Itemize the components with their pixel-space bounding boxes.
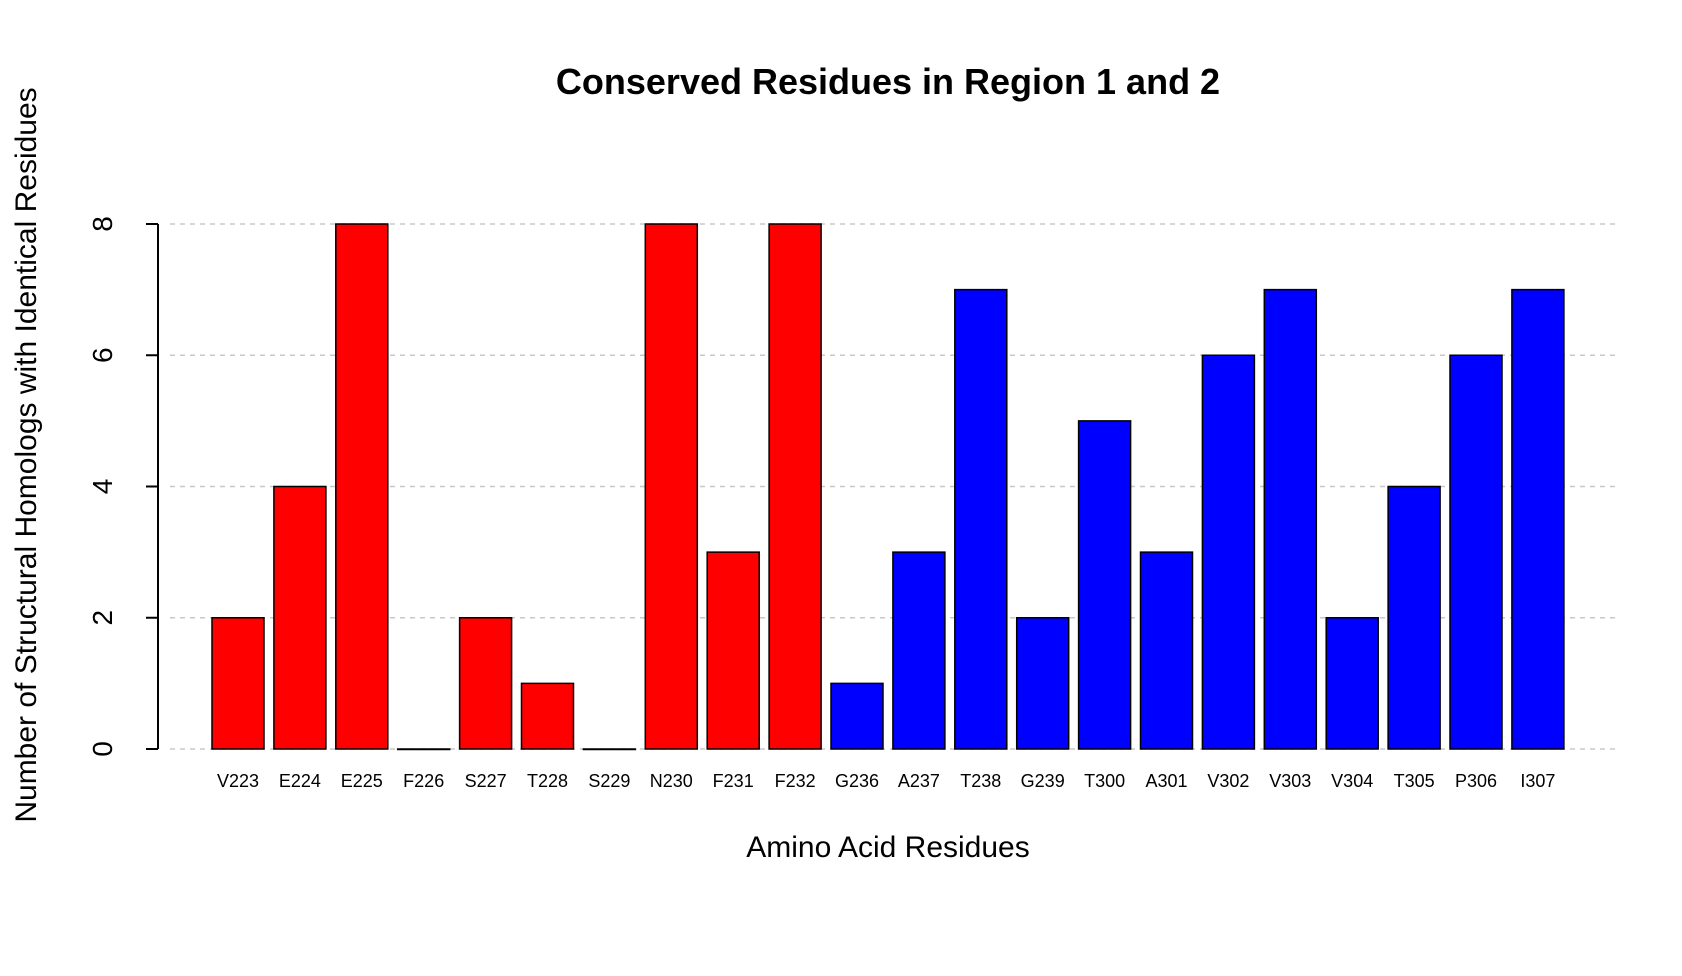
chart-title: Conserved Residues in Region 1 and 2 <box>556 61 1220 102</box>
bar-a237 <box>892 551 946 750</box>
x-tick-label: S229 <box>588 771 630 791</box>
x-tick-label: A237 <box>898 771 940 791</box>
x-tick-label: G236 <box>835 771 879 791</box>
x-tick-label: E225 <box>341 771 383 791</box>
y-tick-label: 2 <box>87 610 118 626</box>
x-tick-label: T305 <box>1394 771 1435 791</box>
bar-f231 <box>706 551 760 750</box>
y-axis-label: Number of Structural Homologs with Ident… <box>10 87 43 822</box>
bar-v302 <box>1201 354 1256 750</box>
x-axis-tick-labels: V223 E224 E225 F226 S227 T228 S229 N230 F231 F232… <box>217 771 1555 791</box>
x-tick-label: V223 <box>217 771 259 791</box>
x-tick-label: F226 <box>403 771 444 791</box>
bar-t300 <box>1077 420 1132 750</box>
x-tick-label: V302 <box>1207 771 1249 791</box>
x-tick-label: F231 <box>713 771 754 791</box>
bar-f232 <box>768 223 822 750</box>
x-tick-label: A301 <box>1145 771 1187 791</box>
y-tick-label: 8 <box>87 216 118 232</box>
bar-t305 <box>1387 485 1441 750</box>
x-tick-label: P306 <box>1455 771 1497 791</box>
x-tick-label: V304 <box>1331 771 1373 791</box>
bars <box>211 223 1565 751</box>
bar-v303 <box>1263 288 1318 750</box>
x-tick-label: T300 <box>1084 771 1125 791</box>
bar-n230 <box>644 223 699 750</box>
x-axis-label: Amino Acid Residues <box>746 831 1029 864</box>
y-tick-label: 6 <box>87 347 118 363</box>
x-tick-label: E224 <box>279 771 321 791</box>
x-tick-label: T238 <box>960 771 1001 791</box>
bar-g236 <box>830 682 884 750</box>
bar-a301 <box>1139 551 1194 750</box>
bar-s227 <box>458 617 513 750</box>
bar-t228 <box>520 682 575 750</box>
bar-v304 <box>1325 617 1379 750</box>
x-tick-label: N230 <box>650 771 693 791</box>
x-tick-label: V303 <box>1269 771 1311 791</box>
bar-v223 <box>211 617 265 750</box>
x-tick-label: F232 <box>775 771 816 791</box>
bar-i307 <box>1511 288 1565 750</box>
y-axis-ticks: 0 2 4 6 8 <box>87 216 158 757</box>
x-tick-label: G239 <box>1021 771 1065 791</box>
bar-p306 <box>1449 354 1503 750</box>
y-tick-label: 0 <box>87 741 118 757</box>
bar-e224 <box>273 485 327 750</box>
bar-e225 <box>335 223 389 750</box>
x-tick-label: I307 <box>1520 771 1555 791</box>
bar-t238 <box>954 288 1008 750</box>
y-tick-label: 4 <box>87 479 118 495</box>
bar-f226 <box>396 748 451 751</box>
bar-g239 <box>1015 617 1070 750</box>
x-tick-label: T228 <box>527 771 568 791</box>
x-tick-label: S227 <box>465 771 507 791</box>
bar-s229 <box>582 748 637 751</box>
